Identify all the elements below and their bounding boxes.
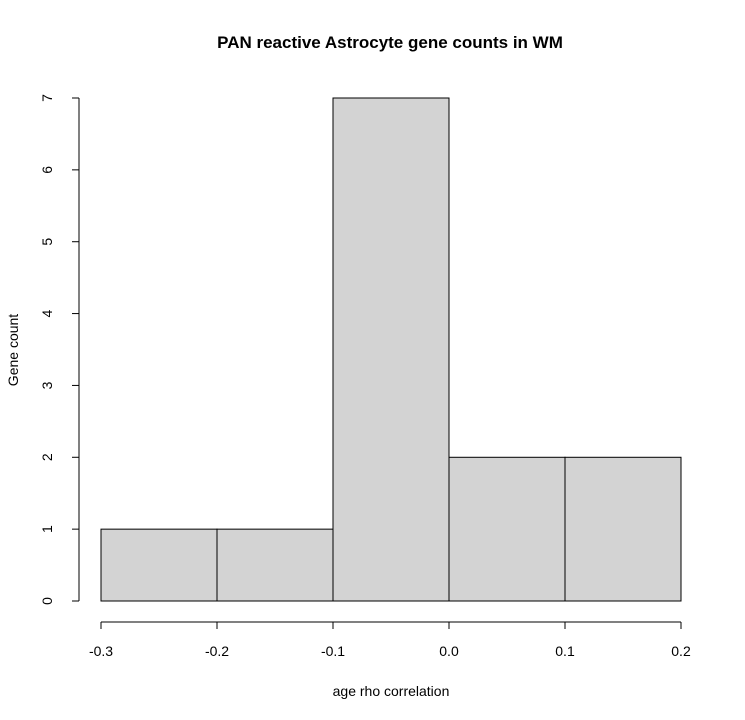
histogram-bar-0 [100, 528, 218, 602]
x-tick-label-5: 0.2 [671, 643, 691, 659]
x-tick-label-4: 0.1 [555, 643, 575, 659]
bars-group [100, 97, 682, 602]
histogram-bar-1 [216, 528, 334, 602]
x-axis-label: age rho correlation [333, 683, 450, 699]
x-tick-label-2: -0.1 [321, 643, 345, 659]
histogram-bar-2 [332, 97, 450, 602]
y-tick-label-7: 7 [39, 94, 55, 102]
y-axis: 0 1 2 3 4 5 6 7 [39, 94, 80, 605]
x-tick-label-0: -0.3 [89, 643, 113, 659]
chart-title: PAN reactive Astrocyte gene counts in WM [217, 33, 563, 52]
x-tick-label-3: 0.0 [439, 643, 459, 659]
y-tick-label-1: 1 [39, 525, 55, 533]
histogram-bar-3 [448, 456, 566, 602]
y-tick-label-2: 2 [39, 453, 55, 461]
x-axis: -0.3 -0.2 -0.1 0.0 0.1 0.2 [89, 621, 691, 659]
y-tick-label-5: 5 [39, 238, 55, 246]
y-tick-label-0: 0 [39, 597, 55, 605]
y-tick-label-6: 6 [39, 166, 55, 174]
histogram-bar-4 [564, 456, 682, 602]
y-tick-label-4: 4 [39, 309, 55, 317]
x-tick-label-1: -0.2 [205, 643, 229, 659]
y-tick-label-3: 3 [39, 381, 55, 389]
y-axis-label: Gene count [5, 314, 21, 386]
